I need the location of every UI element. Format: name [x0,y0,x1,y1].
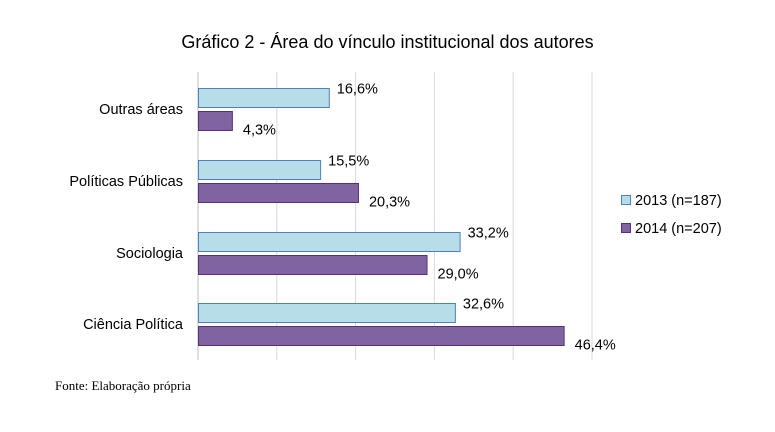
category-label: Sociologia [116,246,184,262]
data-label: 33,2% [468,226,509,242]
data-label: 4,3% [243,123,276,139]
bar [198,255,428,275]
data-label: 16,6% [337,82,378,98]
legend-swatch [621,195,631,205]
bar [198,160,322,180]
category-label: Ciência Política [83,317,184,333]
data-label: 20,3% [369,195,410,211]
bar [198,303,456,323]
bar [198,88,330,108]
data-label: 29,0% [438,267,479,283]
data-label: 46,4% [575,338,616,354]
chart-title: Gráfico 2 - Área do vínculo instituciona… [181,32,594,52]
legend-swatch [621,223,631,233]
bar [198,111,233,131]
category-label: Políticas Públicas [69,174,183,190]
data-label: 32,6% [463,297,504,313]
bar [198,232,461,252]
bar [198,183,359,203]
category-label: Outras áreas [99,102,183,118]
legend-label: 2014 (n=207) [635,221,722,237]
legend-label: 2013 (n=187) [635,193,722,209]
source-note: Fonte: Elaboração própria [55,378,191,393]
bar [198,326,565,346]
data-label: 15,5% [328,154,369,170]
